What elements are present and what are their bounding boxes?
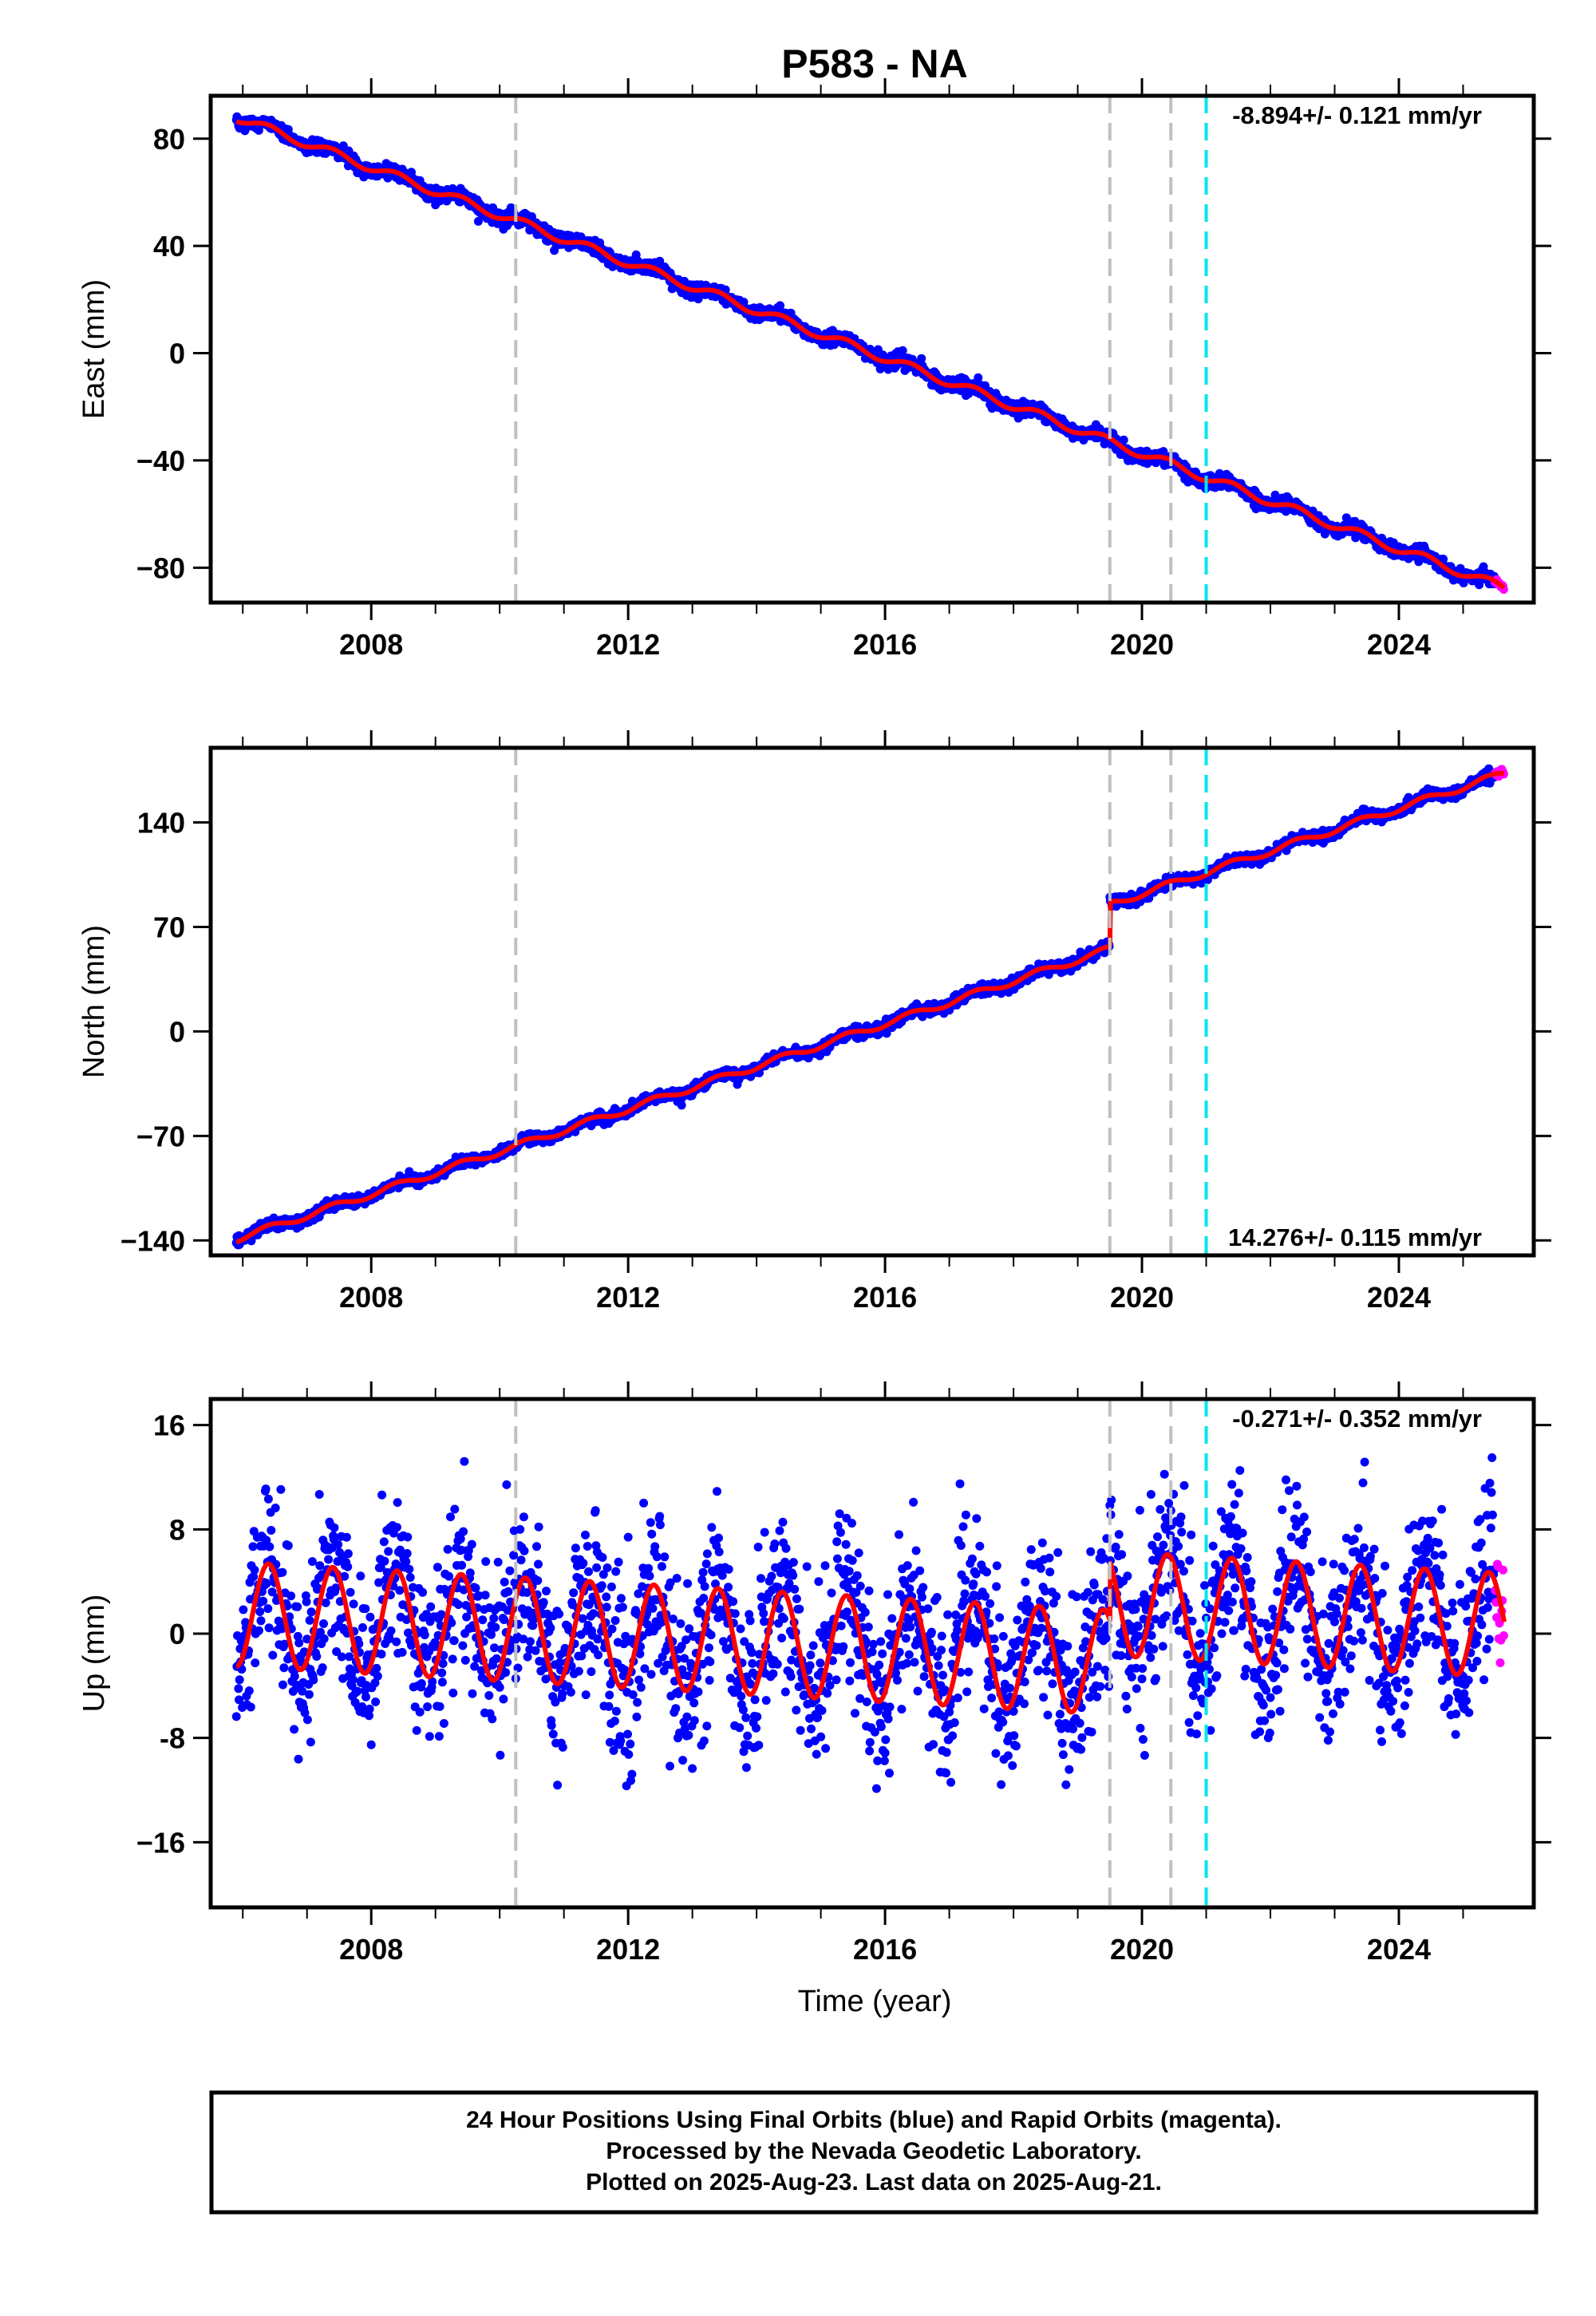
up-final-point [279,1680,287,1690]
north-ylabel: North (mm) [77,925,111,1078]
x-tick-label: 2024 [1367,628,1431,661]
y-tick-label: −140 [120,1224,185,1257]
up-final-point [265,1542,275,1551]
east-model-line [235,119,1507,590]
up-final-point [244,1686,254,1696]
y-tick-label: −80 [136,551,185,584]
x-tick-label: 2016 [853,628,917,661]
up-final-point [235,1675,244,1685]
y-tick-label: 40 [153,230,185,263]
up-final-point [263,1604,273,1614]
panel-north: 2008 2012 2016 2020 2024 140 70 0 −70 −140 North (… [77,730,1551,1314]
y-tick-label: −40 [136,445,185,477]
x-tick-label: 2024 [1367,1281,1431,1314]
y-tick-label: 140 [137,807,185,840]
east-rate-label: -8.894+/- 0.121 mm/yr [1232,101,1482,129]
panel-east: 2008 2012 2016 2020 2024 80 40 0 −40 −80 East (mm)… [77,78,1551,661]
east-final-point [1159,447,1168,456]
up-final-point [263,1494,273,1504]
up-final-point [264,1623,274,1633]
up-final-point [276,1484,286,1494]
up-points [231,1453,1508,1793]
east-final-point [776,301,785,310]
up-final-point [278,1567,287,1577]
up-final-point [259,1596,268,1606]
x-tick-label: 2008 [339,1281,403,1314]
up-final-point [267,1526,276,1535]
up-final-point [254,1626,263,1635]
east-final-point [917,354,926,363]
east-final-point [1270,490,1280,500]
east-ylabel: East (mm) [77,279,111,419]
up-final-point [262,1579,271,1588]
east-final-point [898,346,907,355]
up-final-point [246,1702,255,1712]
x-tick-label: 2008 [339,628,403,661]
chart-title: P583 - NA [781,41,967,86]
y-tick-label: 80 [153,123,185,156]
panels-group: 2008 2012 2016 2020 2024 80 40 0 −40 −80 East (mm)… [77,78,1551,2018]
x-tick-label: 2012 [596,1281,660,1314]
east-final-point [1119,435,1128,445]
east-final-point [473,216,483,226]
up-final-point [239,1605,248,1614]
up-final-point [248,1542,258,1551]
y-tick-label: 0 [169,1015,185,1048]
north-final-point [677,1101,686,1110]
x-tick-label: 2012 [596,628,660,661]
east-frame [208,93,1536,605]
up-final-point [268,1650,278,1660]
east-final-point [1320,529,1329,539]
up-final-point [231,1712,241,1721]
x-tick-label: 2020 [1110,1281,1174,1314]
east-final-point [527,211,536,221]
up-final-point [261,1484,271,1494]
up-final-point [256,1616,266,1626]
y-tick-label: 0 [169,338,185,370]
up-final-point [255,1607,265,1616]
up-final-point [234,1684,243,1694]
up-final-point [279,1663,289,1673]
y-tick-label: −70 [136,1120,185,1152]
east-final-point [655,256,665,266]
up-final-point [271,1504,280,1512]
up-final-point [251,1658,260,1668]
y-tick-label: 70 [153,911,185,943]
east-final-point [974,373,983,382]
x-tick-label: 2020 [1110,628,1174,661]
up-final-point [250,1565,259,1575]
east-final-point [1439,555,1448,563]
north-rate-label: 14.276+/- 0.115 mm/yr [1228,1223,1482,1251]
x-tick-label: 2016 [853,1281,917,1314]
